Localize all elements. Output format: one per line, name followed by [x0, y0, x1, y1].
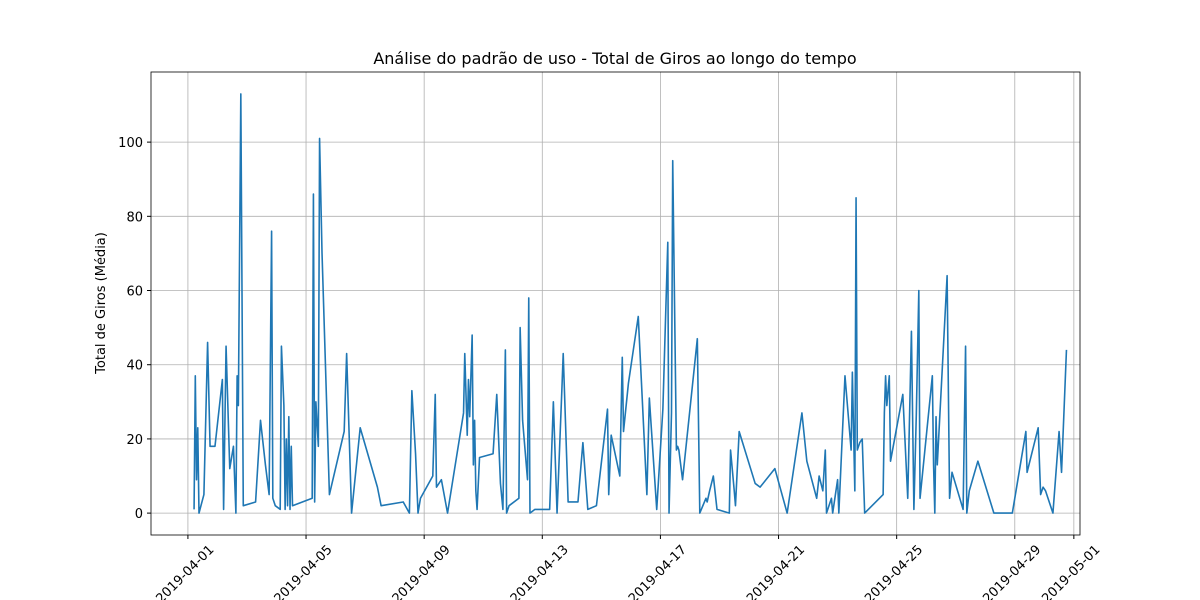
y-axis-label: Total de Giros (Média): [94, 232, 109, 375]
x-tick-label: 2019-04-29: [980, 543, 1044, 600]
y-tick-label: 60: [126, 285, 143, 300]
x-tick-label: 2019-04-17: [626, 543, 690, 600]
x-tick-label: 2019-04-13: [508, 543, 572, 600]
x-tick-label: 2019-04-21: [744, 543, 808, 600]
chart-title: Análise do padrão de uso - Total de Giro…: [373, 49, 856, 68]
x-tick-label: 2019-04-05: [272, 543, 336, 600]
y-tick-label: 40: [126, 359, 143, 374]
x-tick-label: 2019-04-01: [153, 543, 217, 600]
y-tick-label: 100: [118, 136, 143, 151]
x-tick-label: 2019-04-09: [390, 543, 454, 600]
y-tick-label: 0: [135, 507, 143, 522]
x-tick-label: 2019-05-01: [1039, 543, 1103, 600]
data-line: [193, 93, 1068, 514]
y-tick-label: 80: [126, 210, 143, 225]
y-tick-label: 20: [126, 433, 143, 448]
x-tick-label: 2019-04-25: [862, 543, 926, 600]
plot-frame: [150, 71, 1081, 536]
